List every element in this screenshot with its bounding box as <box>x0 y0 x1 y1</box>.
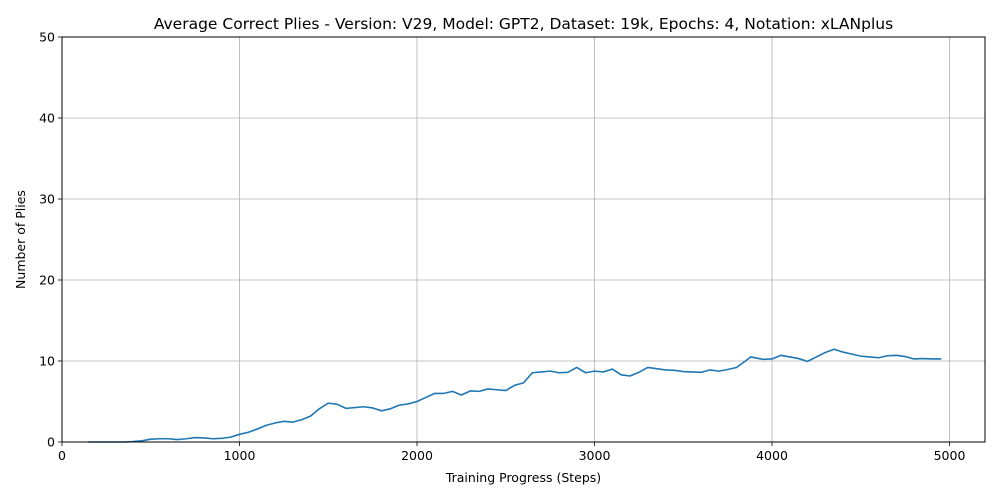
x-axis-title: Training Progress (Steps) <box>445 470 601 485</box>
series-line <box>87 348 942 443</box>
x-tick-label: 3000 <box>579 448 611 463</box>
axis-ticks: 0 1000 2000 3000 4000 5000 0 10 20 30 40 50 <box>39 30 965 464</box>
y-tick-label: 30 <box>39 192 55 207</box>
y-tick-label: 50 <box>39 30 55 45</box>
x-tick-label: 2000 <box>401 448 433 463</box>
y-axis-title: Number of Plies <box>13 190 28 289</box>
y-tick-label: 10 <box>39 354 55 369</box>
x-tick-label: 1000 <box>224 448 256 463</box>
y-tick-label: 0 <box>47 435 55 450</box>
y-tick-label: 40 <box>39 111 55 126</box>
x-tick-label: 0 <box>58 448 66 463</box>
axes-frame <box>61 36 986 443</box>
y-tick-label: 20 <box>39 273 55 288</box>
x-tick-label: 5000 <box>934 448 966 463</box>
x-tick-label: 4000 <box>756 448 788 463</box>
chart-title: Average Correct Plies - Version: V29, Mo… <box>154 15 893 33</box>
series-layer <box>87 348 942 443</box>
